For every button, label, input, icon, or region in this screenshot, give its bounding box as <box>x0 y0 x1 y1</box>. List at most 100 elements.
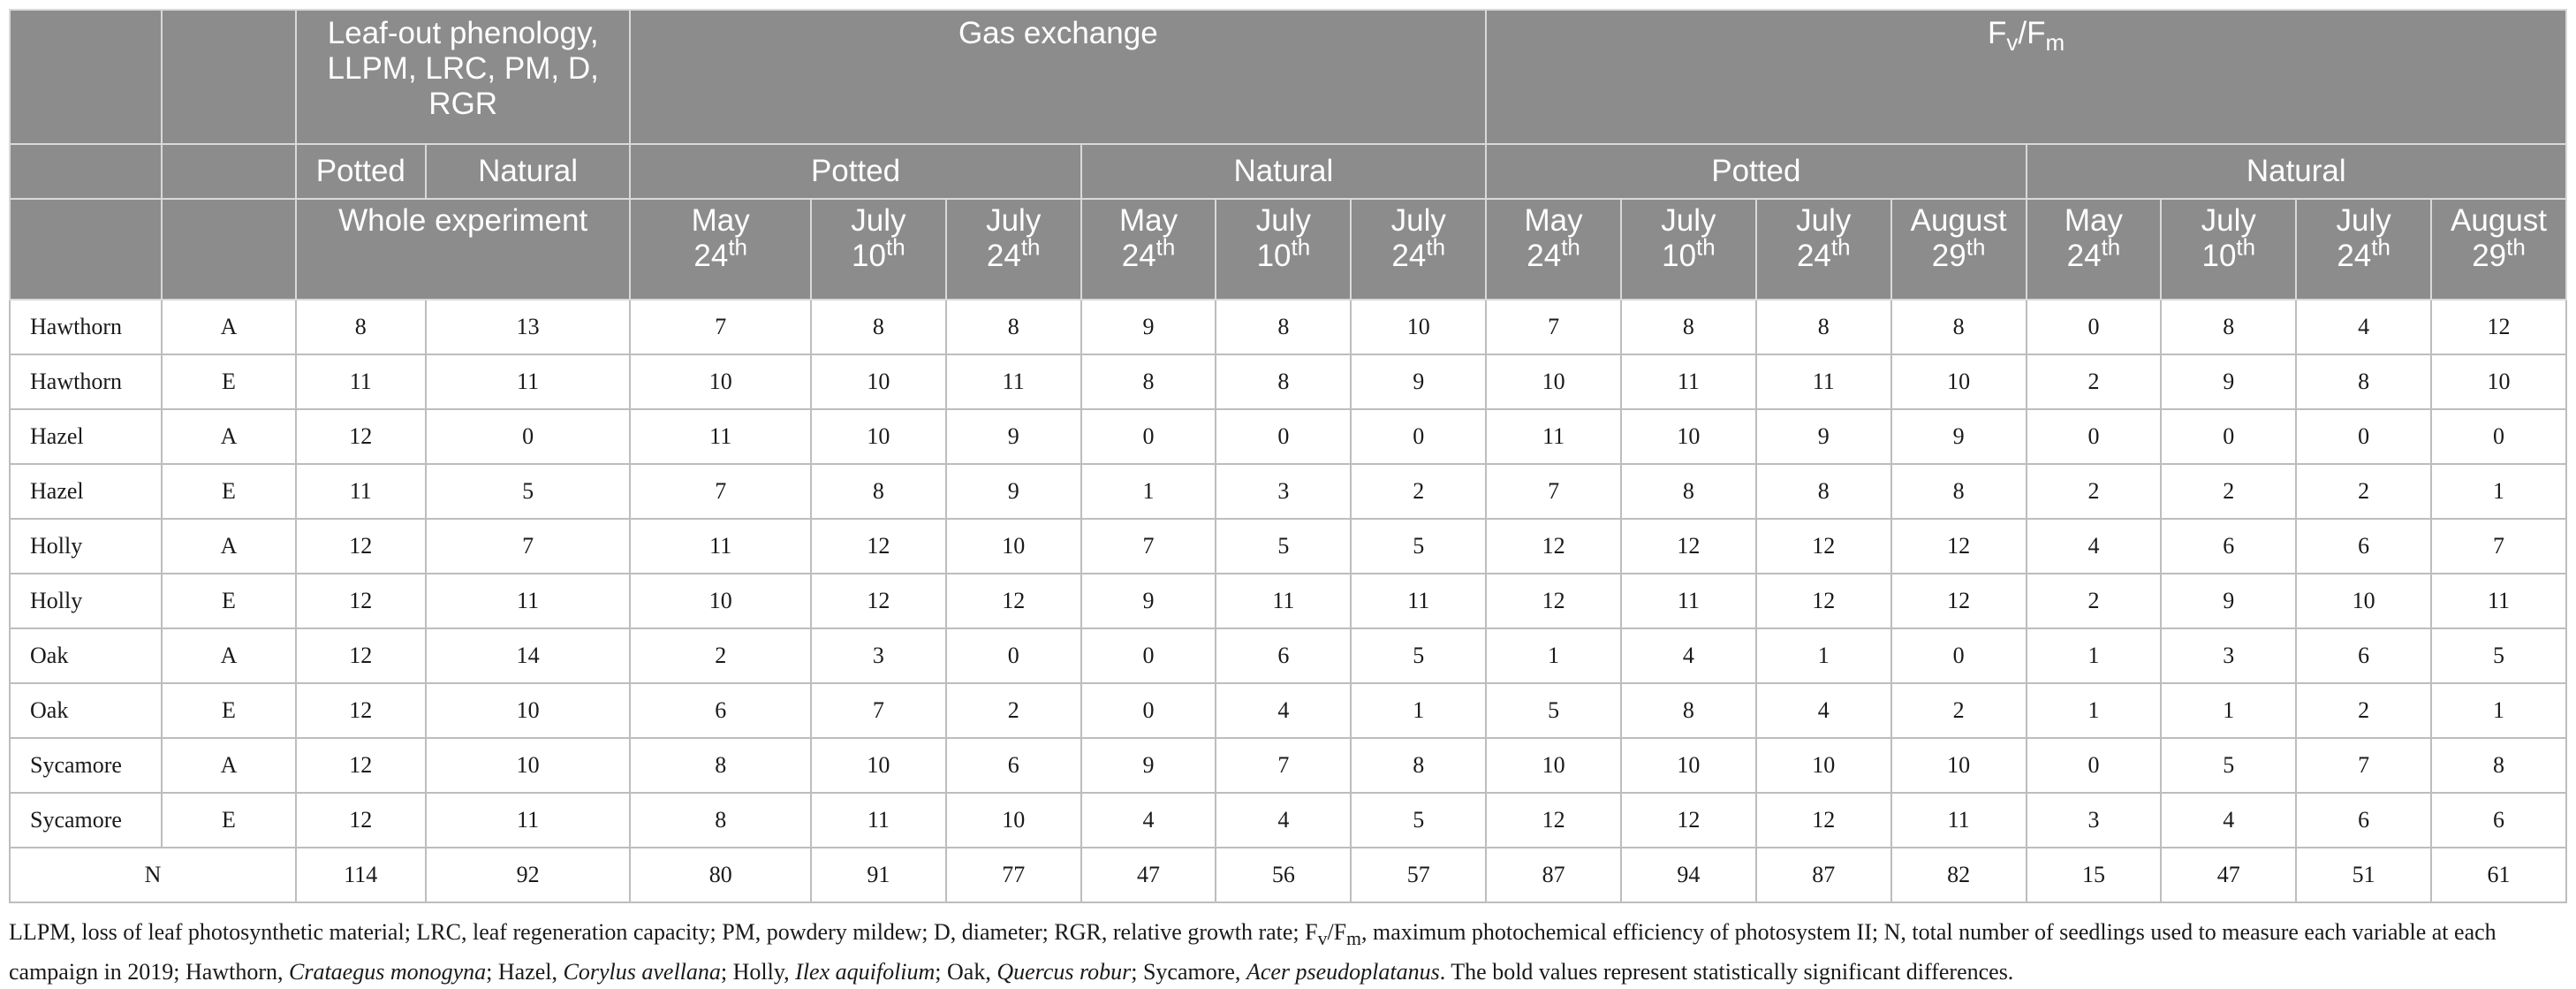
treatment-cell: E <box>161 573 297 629</box>
value-cell: 12 <box>1620 518 1757 574</box>
value-cell: 8 <box>629 792 812 848</box>
value-cell: 11 <box>1215 573 1352 629</box>
value-cell: 8 <box>944 299 1082 355</box>
value-cell: 10 <box>424 682 632 739</box>
value-cell: 12 <box>294 518 427 574</box>
value-cell: 7 <box>1485 299 1622 355</box>
total-value-cell: 82 <box>1890 847 2027 903</box>
value-cell: 3 <box>2025 792 2163 848</box>
value-cell: 11 <box>629 518 812 574</box>
value-cell: 12 <box>809 573 947 629</box>
treatment-cell: E <box>161 354 297 410</box>
value-cell: 5 <box>1350 628 1488 684</box>
value-cell: 8 <box>2160 299 2298 355</box>
value-cell: 0 <box>944 628 1082 684</box>
value-cell: 2 <box>2025 354 2163 410</box>
total-value-cell: 94 <box>1620 847 1757 903</box>
value-cell: 7 <box>629 463 812 520</box>
value-cell: 0 <box>1080 628 1217 684</box>
total-value-cell: 87 <box>1485 847 1622 903</box>
value-cell: 4 <box>1620 628 1757 684</box>
value-cell: 9 <box>1080 573 1217 629</box>
value-cell: 7 <box>2430 518 2567 574</box>
value-cell: 8 <box>1350 737 1488 794</box>
value-cell: 8 <box>1080 354 1217 410</box>
value-cell: 7 <box>424 518 632 574</box>
value-cell: 0 <box>424 408 632 465</box>
value-cell: 10 <box>1754 737 1892 794</box>
value-cell: 8 <box>1620 463 1757 520</box>
value-cell: 14 <box>424 628 632 684</box>
value-cell: 8 <box>1215 299 1352 355</box>
value-cell: 9 <box>1890 408 2027 465</box>
value-cell: 11 <box>424 354 632 410</box>
value-cell: 0 <box>2160 408 2298 465</box>
value-cell: 12 <box>294 628 427 684</box>
value-cell: 11 <box>294 354 427 410</box>
table-row: Holly E 12 11 10 12 12 9 11 11 12 11 12 12 2 9 10 11 <box>8 573 2567 629</box>
value-cell: 9 <box>1754 408 1892 465</box>
value-cell: 8 <box>1620 682 1757 739</box>
header-date: July 24th <box>1754 198 1892 301</box>
value-cell: 10 <box>2430 354 2567 410</box>
value-cell: 7 <box>1485 463 1622 520</box>
value-cell: 11 <box>1620 573 1757 629</box>
value-cell: 11 <box>629 408 812 465</box>
value-cell: 7 <box>1215 737 1352 794</box>
value-cell: 0 <box>2025 299 2163 355</box>
value-cell: 0 <box>1215 408 1352 465</box>
table-footnote: LLPM, loss of leaf photosynthetic materi… <box>9 919 2496 985</box>
header-fvfm-group: Fv/Fm <box>1485 9 2567 145</box>
value-cell: 11 <box>1890 792 2027 848</box>
value-cell: 2 <box>2025 573 2163 629</box>
table-row: Hawthorn A 8 13 7 8 8 9 8 10 7 8 8 8 0 8 4 12 <box>8 299 2567 355</box>
value-cell: 10 <box>424 737 632 794</box>
total-value-cell: 61 <box>2430 847 2567 903</box>
total-value-cell: 92 <box>424 847 632 903</box>
value-cell: 9 <box>2160 573 2298 629</box>
total-value-cell: 87 <box>1754 847 1892 903</box>
value-cell: 12 <box>294 737 427 794</box>
header-blank-species-2 <box>8 143 163 200</box>
treatment-cell: A <box>161 299 297 355</box>
header-date: May 24th <box>2025 198 2163 301</box>
value-cell: 10 <box>809 408 947 465</box>
value-cell: 11 <box>1754 354 1892 410</box>
value-cell: 10 <box>944 518 1082 574</box>
value-cell: 5 <box>2430 628 2567 684</box>
header-date: August 29th <box>2430 198 2567 301</box>
data-table: Leaf-out phenology, LLPM, LRC, PM, D, RG… <box>8 9 2568 903</box>
value-cell: 12 <box>294 682 427 739</box>
total-value-cell: 77 <box>944 847 1082 903</box>
table-row: Oak E 12 10 6 7 2 0 4 1 5 8 4 2 1 1 2 1 <box>8 682 2567 739</box>
header-date: May 24th <box>1485 198 1622 301</box>
value-cell: 12 <box>1620 792 1757 848</box>
value-cell: 0 <box>2025 408 2163 465</box>
value-cell: 4 <box>1215 682 1352 739</box>
header-gas-natural: Natural <box>1080 143 1488 200</box>
species-cell: Hawthorn <box>8 299 163 355</box>
species-cell: Hazel <box>8 408 163 465</box>
total-value-cell: 51 <box>2295 847 2433 903</box>
value-cell: 10 <box>629 354 812 410</box>
value-cell: 12 <box>1754 792 1892 848</box>
value-cell: 2 <box>2160 463 2298 520</box>
value-cell: 9 <box>1350 354 1488 410</box>
value-cell: 7 <box>2295 737 2433 794</box>
total-label-cell: N <box>9 847 297 903</box>
value-cell: 11 <box>1620 354 1757 410</box>
species-cell: Oak <box>8 628 163 684</box>
value-cell: 11 <box>2430 573 2567 629</box>
value-cell: 11 <box>809 792 947 848</box>
value-cell: 6 <box>2430 792 2567 848</box>
value-cell: 10 <box>1890 354 2027 410</box>
table-body: Hawthorn A 8 13 7 8 8 9 8 10 7 8 8 8 0 8 4 12 Hawthorn E 11 1… <box>8 299 2567 903</box>
header-blank-species-3 <box>8 198 163 301</box>
value-cell: 6 <box>2160 518 2298 574</box>
total-value-cell: 56 <box>1215 847 1352 903</box>
value-cell: 0 <box>2430 408 2567 465</box>
value-cell: 10 <box>1890 737 2027 794</box>
value-cell: 0 <box>2025 737 2163 794</box>
species-cell: Hawthorn <box>8 354 163 410</box>
value-cell: 12 <box>1890 573 2027 629</box>
